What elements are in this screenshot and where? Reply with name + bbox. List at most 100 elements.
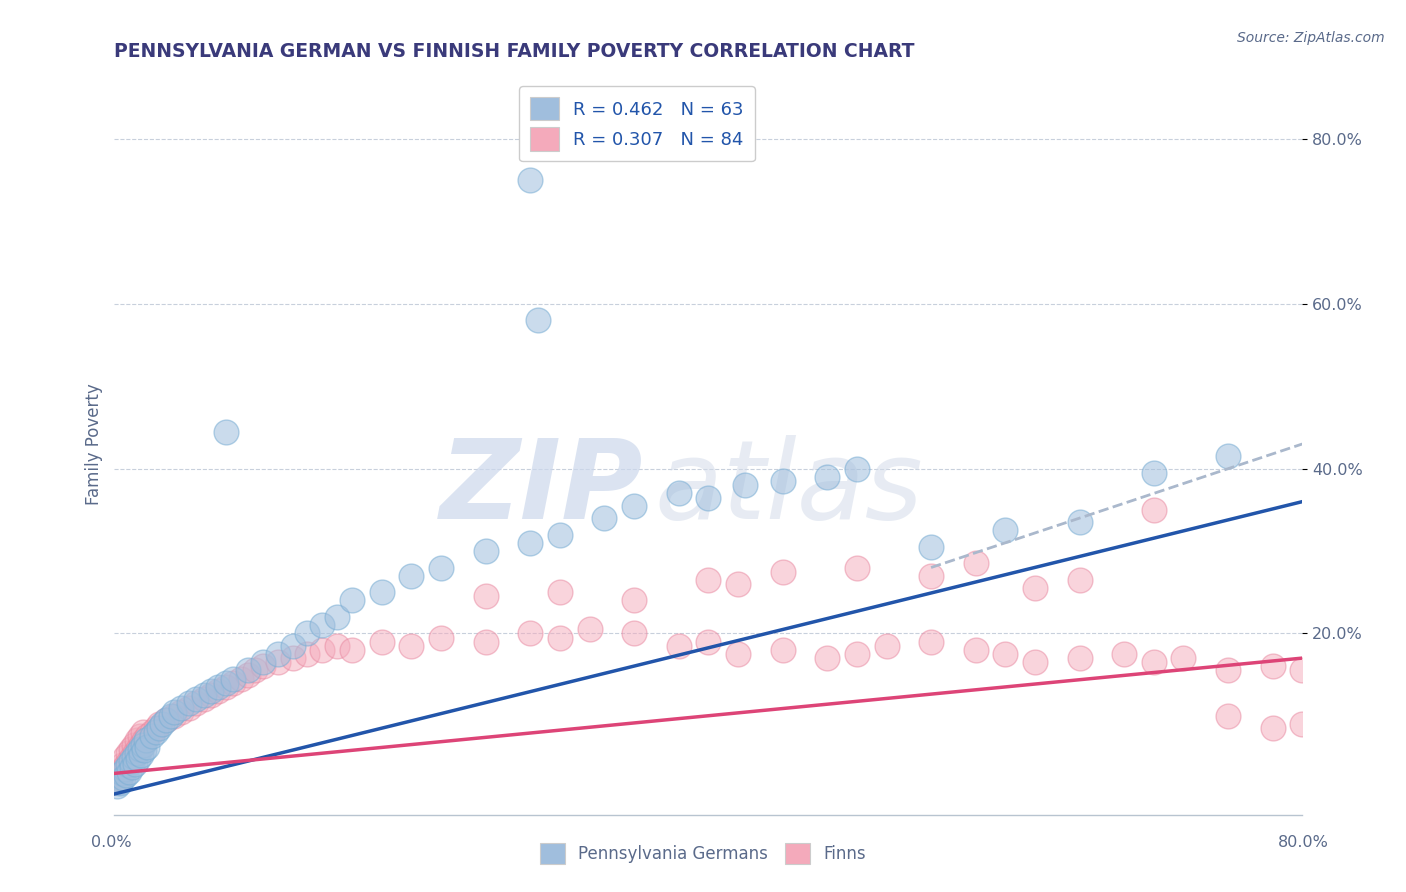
Point — [252, 655, 274, 669]
Point — [474, 634, 496, 648]
Point — [155, 713, 177, 727]
Point — [401, 639, 423, 653]
Point — [114, 750, 136, 764]
Point — [145, 721, 167, 735]
Point — [772, 474, 794, 488]
Point — [340, 643, 363, 657]
Point — [311, 643, 333, 657]
Point — [127, 741, 149, 756]
Point — [370, 634, 392, 648]
Y-axis label: Family Poverty: Family Poverty — [86, 384, 103, 505]
Point — [128, 741, 150, 756]
Point — [845, 560, 868, 574]
Point — [124, 746, 146, 760]
Point — [252, 659, 274, 673]
Point — [965, 557, 987, 571]
Point — [215, 680, 238, 694]
Point — [200, 684, 222, 698]
Point — [772, 565, 794, 579]
Point — [519, 626, 541, 640]
Point — [118, 764, 141, 779]
Point — [1216, 708, 1239, 723]
Point — [108, 766, 131, 780]
Point — [118, 754, 141, 768]
Point — [236, 667, 259, 681]
Point — [141, 729, 163, 743]
Point — [115, 758, 138, 772]
Point — [117, 758, 139, 772]
Point — [105, 779, 128, 793]
Point — [105, 774, 128, 789]
Point — [229, 672, 252, 686]
Point — [132, 733, 155, 747]
Point — [193, 688, 215, 702]
Point — [1261, 721, 1284, 735]
Legend: Pennsylvania Germans, Finns: Pennsylvania Germans, Finns — [533, 837, 873, 871]
Text: atlas: atlas — [655, 435, 924, 542]
Point — [124, 756, 146, 771]
Point — [215, 675, 238, 690]
Point — [593, 511, 616, 525]
Point — [340, 593, 363, 607]
Point — [200, 688, 222, 702]
Point — [236, 664, 259, 678]
Point — [136, 729, 159, 743]
Point — [148, 721, 170, 735]
Point — [1261, 659, 1284, 673]
Point — [401, 568, 423, 582]
Point — [193, 692, 215, 706]
Point — [734, 478, 756, 492]
Point — [132, 743, 155, 757]
Point — [110, 771, 132, 785]
Point — [548, 585, 571, 599]
Point — [297, 626, 319, 640]
Point — [920, 568, 942, 582]
Point — [526, 313, 548, 327]
Point — [184, 697, 207, 711]
Point — [1143, 503, 1166, 517]
Point — [430, 631, 453, 645]
Point — [131, 725, 153, 739]
Point — [697, 491, 720, 505]
Point — [170, 705, 193, 719]
Point — [994, 524, 1017, 538]
Point — [114, 762, 136, 776]
Point — [121, 750, 143, 764]
Point — [430, 560, 453, 574]
Point — [177, 697, 200, 711]
Point — [112, 762, 135, 776]
Point — [128, 729, 150, 743]
Point — [120, 754, 142, 768]
Point — [141, 725, 163, 739]
Point — [136, 739, 159, 754]
Point — [129, 738, 152, 752]
Point — [815, 651, 838, 665]
Point — [548, 527, 571, 541]
Point — [1069, 515, 1091, 529]
Point — [519, 173, 541, 187]
Point — [1216, 664, 1239, 678]
Point — [1069, 651, 1091, 665]
Text: ZIP: ZIP — [440, 435, 643, 542]
Point — [177, 700, 200, 714]
Point — [127, 751, 149, 765]
Point — [1143, 466, 1166, 480]
Point — [326, 610, 349, 624]
Point — [222, 672, 245, 686]
Point — [135, 733, 157, 747]
Point — [160, 708, 183, 723]
Point — [845, 461, 868, 475]
Point — [129, 748, 152, 763]
Point — [1143, 655, 1166, 669]
Point — [1173, 651, 1195, 665]
Point — [548, 631, 571, 645]
Point — [163, 705, 186, 719]
Point — [108, 774, 131, 789]
Point — [727, 577, 749, 591]
Point — [668, 639, 690, 653]
Point — [111, 758, 134, 772]
Point — [207, 684, 229, 698]
Point — [1291, 717, 1313, 731]
Point — [131, 738, 153, 752]
Point — [297, 647, 319, 661]
